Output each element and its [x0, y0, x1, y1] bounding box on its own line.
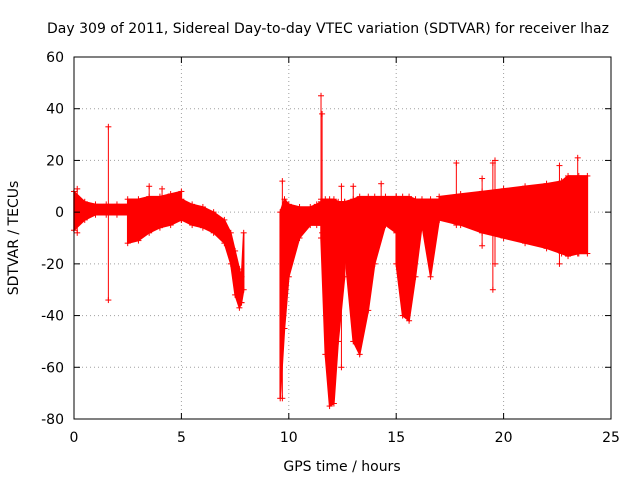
data-band — [438, 175, 589, 257]
data-band — [395, 195, 440, 323]
data-layer — [71, 92, 591, 410]
y-tick-label: -40 — [41, 309, 64, 325]
y-tick-label: 0 — [55, 205, 64, 221]
x-tick-label: 10 — [280, 430, 298, 446]
x-tick-label: 15 — [387, 430, 405, 446]
x-tick-label: 5 — [177, 430, 186, 446]
data-band — [180, 198, 243, 310]
x-tick-label: 20 — [495, 430, 513, 446]
y-tick-label: -80 — [41, 412, 64, 428]
x-axis-label: GPS time / hours — [283, 459, 400, 475]
plot-frame — [73, 56, 612, 420]
x-tick-label: 0 — [70, 430, 79, 446]
data-band — [343, 195, 397, 357]
y-tick-label: 20 — [46, 153, 64, 169]
data-band — [279, 197, 322, 399]
data-band — [73, 189, 129, 232]
y-tick-label: -20 — [41, 257, 64, 273]
y-tick-label: 60 — [46, 50, 64, 66]
y-axis-label: SDTVAR / TECUs — [6, 181, 22, 296]
axis-layer: 0 5 10 15 20 25 -80 -60 -40 -20 0 20 40 60 — [41, 50, 620, 446]
y-tick-label: -60 — [41, 360, 64, 376]
chart-title: Day 309 of 2011, Sidereal Day-to-day VTE… — [47, 21, 609, 37]
y-tick-label: 40 — [46, 102, 64, 118]
x-tick-label: 25 — [602, 430, 620, 446]
